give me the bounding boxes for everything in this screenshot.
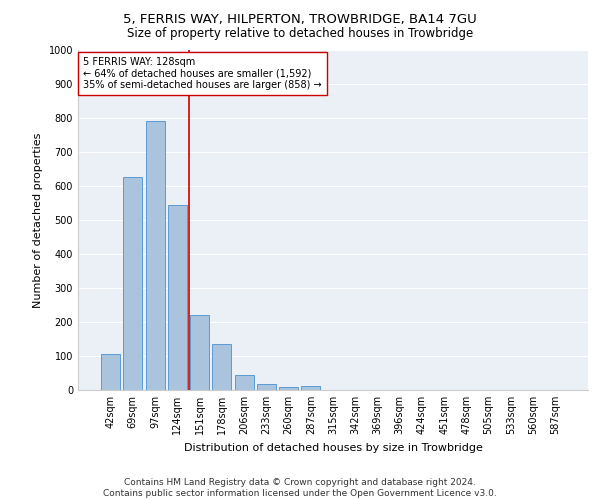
Bar [146, 122, 164, 390]
Y-axis label: Number of detached properties: Number of detached properties [33, 132, 43, 308]
Text: Contains HM Land Registry data © Crown copyright and database right 2024.
Contai: Contains HM Land Registry data © Crown c… [103, 478, 497, 498]
Bar [279, 388, 298, 390]
Bar [235, 376, 254, 390]
Bar [212, 344, 231, 390]
Bar [168, 204, 187, 390]
Text: 5 FERRIS WAY: 128sqm
← 64% of detached houses are smaller (1,592)
35% of semi-de: 5 FERRIS WAY: 128sqm ← 64% of detached h… [83, 57, 322, 90]
Bar [124, 178, 142, 390]
X-axis label: Distribution of detached houses by size in Trowbridge: Distribution of detached houses by size … [184, 442, 482, 452]
Text: Size of property relative to detached houses in Trowbridge: Size of property relative to detached ho… [127, 28, 473, 40]
Bar [257, 384, 276, 390]
Bar [101, 354, 120, 390]
Bar [301, 386, 320, 390]
Bar [190, 315, 209, 390]
Text: 5, FERRIS WAY, HILPERTON, TROWBRIDGE, BA14 7GU: 5, FERRIS WAY, HILPERTON, TROWBRIDGE, BA… [123, 12, 477, 26]
